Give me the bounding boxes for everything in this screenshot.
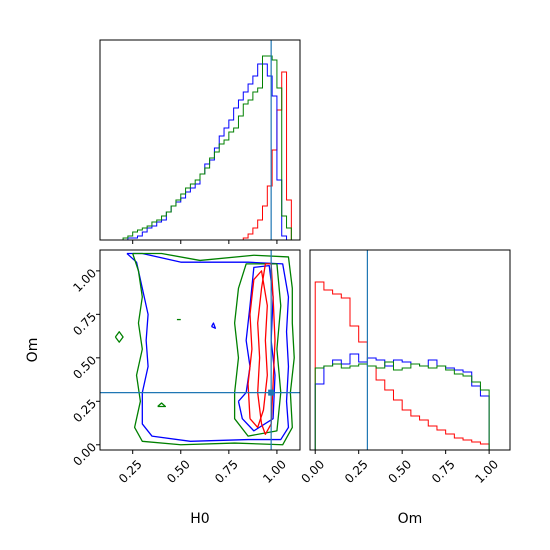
scatter-h0-xtick-label-2: 0.75 — [212, 457, 241, 486]
contour-blue-7 — [210, 322, 217, 329]
h0-histogram-green — [103, 55, 297, 240]
om-hist-xtick-label-2: 0.50 — [385, 457, 414, 486]
om-hist-xtick-label-3: 0.75 — [429, 457, 458, 486]
om-hist-xtick-label-0: 0.00 — [298, 457, 327, 486]
panel-h0-histogram — [99, 39, 301, 241]
contour-green-6 — [114, 331, 124, 343]
truth-marker — [268, 389, 275, 396]
contour-green-1 — [132, 252, 295, 446]
panel-h0-histogram-marks — [103, 40, 297, 240]
panel-scatter-h0-om-frame — [99, 249, 301, 451]
panel-scatter-h0-om — [99, 249, 301, 451]
om-histogram-blue — [314, 353, 490, 450]
x-axis-label-om: Om — [398, 511, 423, 527]
panel-scatter-h0-om-marks — [100, 250, 300, 450]
scatter-om-ytick-label-3: 0.75 — [70, 310, 99, 339]
scatter-om-ytick-label-1: 0.25 — [70, 396, 99, 425]
contour-red-5 — [247, 270, 268, 429]
panel-h0-histogram-frame — [99, 39, 301, 241]
scatter-om-ytick-label-4: 1.00 — [70, 266, 99, 295]
contour-green-3 — [233, 263, 282, 437]
contour-blue-2 — [237, 264, 276, 432]
x-axis-label-h0: H0 — [190, 511, 209, 527]
contour-green-8 — [157, 402, 167, 408]
h0-histogram-red — [103, 71, 297, 240]
panel-om-histogram — [309, 249, 511, 451]
panel-om-histogram-frame — [309, 249, 511, 451]
om-histogram-red — [314, 281, 490, 450]
panel-om-histogram-marks — [314, 250, 490, 450]
scatter-h0-xtick-label-1: 0.50 — [164, 457, 193, 486]
contour-blue-0 — [126, 252, 290, 442]
scatter-om-ytick-label-0: 0.00 — [70, 440, 99, 469]
scatter-h0-xtick-label-0: 0.25 — [116, 457, 145, 486]
om-histogram-green — [314, 361, 490, 450]
om-hist-xtick-label-1: 0.25 — [342, 457, 371, 486]
scatter-h0-xtick-label-3: 1.00 — [260, 457, 289, 486]
h0-histogram-blue — [103, 63, 297, 240]
om-hist-xtick-label-4: 1.00 — [472, 457, 501, 486]
y-axis-label-om: Om — [25, 338, 41, 363]
scatter-om-ytick-label-2: 0.50 — [70, 353, 99, 382]
